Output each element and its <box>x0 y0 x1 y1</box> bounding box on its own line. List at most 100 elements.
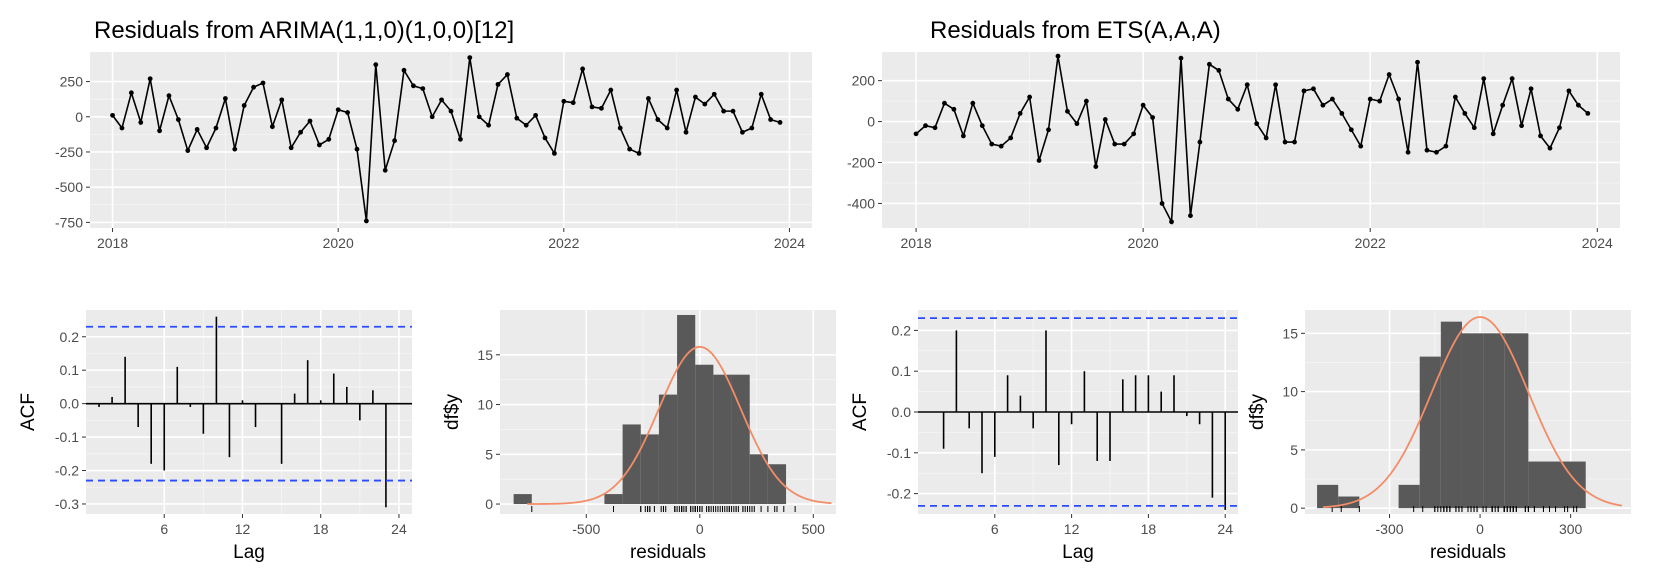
arima-ts-point <box>664 125 670 131</box>
arima-ts-point <box>514 115 520 121</box>
arima-ts-point <box>730 108 736 114</box>
ets-hist-x-tick-label: -300 <box>1376 521 1404 537</box>
ets-ts-point <box>1500 102 1506 108</box>
ets-acf-x-axis-label: Lag <box>1062 542 1094 563</box>
arima-ts-point <box>194 127 200 132</box>
arima-ts-point <box>288 145 294 151</box>
ets-acf-y-tick-label: -0.2 <box>887 486 911 502</box>
arima-ts-point <box>166 93 172 99</box>
ets-ts-point <box>1434 149 1439 155</box>
arima-ts-point <box>279 97 285 103</box>
ets-ts-x-tick-label: 2024 <box>1582 235 1613 251</box>
arima-ts-point <box>429 114 435 120</box>
ets-ts-point <box>1490 131 1496 137</box>
arima-hist-x-tick-label: -500 <box>572 521 600 537</box>
arima-ts-point <box>175 117 181 122</box>
arima-histogram-panel: -500 0 500 15 10 5 0 residuals df$y <box>442 310 836 563</box>
ets-hist-bin <box>1338 496 1360 509</box>
ets-ts-x-tick-label: 2022 <box>1355 235 1386 251</box>
arima-ts-y-tick-label: -250 <box>55 144 83 160</box>
ets-ts-point <box>998 143 1004 149</box>
arima-ts-point <box>758 91 764 97</box>
arima-ts-point <box>119 125 125 131</box>
ets-acf-y-tick-label: 0.0 <box>892 404 912 420</box>
ets-ts-point <box>1538 133 1543 139</box>
ets-ts-point <box>1065 108 1070 114</box>
ets-ts-point <box>1188 213 1193 219</box>
ets-ts-point <box>1519 123 1524 129</box>
ets-ts-point <box>1216 68 1222 73</box>
arima-hist-bin <box>604 494 623 505</box>
ets-ts-y-tick-label: 200 <box>852 73 876 89</box>
ets-ts-panel-background <box>882 52 1620 228</box>
arima-ts-point <box>401 67 407 73</box>
ets-hist-bin <box>1528 461 1550 509</box>
arima-ts-point <box>636 150 642 156</box>
arima-hist-density-curve <box>527 345 832 505</box>
ets-ts-series-line <box>915 55 1589 225</box>
ets-ts-point <box>1197 139 1203 145</box>
ets-ts-point <box>1481 76 1487 82</box>
ets-ts-x-tick-label: 2020 <box>1128 235 1159 251</box>
ets-acf-panel: 6 12 18 24 0.2 0.1 0.0 -0.1 -0.2 Lag ACF <box>850 310 1238 563</box>
arima-ts-point <box>316 142 322 148</box>
arima-ts-point <box>608 87 614 93</box>
ets-ts-point <box>942 100 947 106</box>
ets-ts-point <box>1443 143 1449 149</box>
arima-ts-y-tick-label: -500 <box>55 179 83 195</box>
ets-ts-y-tick-label: -200 <box>847 155 875 171</box>
ets-ts-point <box>1575 102 1581 108</box>
arima-ts-point <box>777 120 783 125</box>
ets-hist-x-tick-label: 300 <box>1559 521 1583 537</box>
ets-ts-point <box>1159 201 1165 206</box>
arima-ts-point <box>147 76 153 82</box>
ets-hist-density-curve <box>1323 316 1623 509</box>
ets-ts-point <box>932 125 938 131</box>
ets-ts-point <box>989 141 995 147</box>
ets-ts-point <box>1386 72 1392 77</box>
ets-ts-point <box>1358 143 1364 149</box>
arima-ts-point <box>467 55 473 61</box>
arima-acf-y-tick-label: -0.2 <box>55 463 79 479</box>
arima-ts-point <box>599 105 604 111</box>
arima-ts-point <box>128 90 134 96</box>
arima-ts-point <box>251 84 256 90</box>
arima-ts-point <box>354 146 360 152</box>
arima-ts-point <box>589 104 595 110</box>
arima-ts-series-line <box>111 57 781 222</box>
arima-hist-bin <box>658 394 678 505</box>
arima-ts-y-tick-label: 250 <box>60 74 84 90</box>
arima-hist-y-tick-label: 0 <box>485 496 493 512</box>
arima-ts-point <box>298 129 303 135</box>
arima-acf-x-tick-label: 24 <box>391 521 407 537</box>
arima-acf-panel: 6 12 18 24 0.2 0.1 0.0 -0.1 -0.2 -0.3 Lag ACF <box>18 310 412 563</box>
arima-ts-point <box>711 91 717 97</box>
arima-ts-point <box>204 145 209 151</box>
ets-hist-x-axis-label: residuals <box>1430 542 1506 563</box>
ets-acf-x-tick-label: 6 <box>991 521 999 537</box>
ets-acf-x-tick-label: 24 <box>1217 521 1233 537</box>
ets-hist-x-tick-label: 0 <box>1476 521 1484 537</box>
ets-acf-y-axis-label: ACF <box>850 393 871 431</box>
arima-acf-y-tick-label: 0.1 <box>60 362 80 378</box>
ets-time-series-panel: 2018 2020 2022 2024 200 0 -200 -400 <box>847 52 1620 251</box>
ets-ts-point <box>1282 139 1288 145</box>
arima-hist-y-tick-label: 10 <box>477 397 493 413</box>
arima-ts-point <box>505 72 510 77</box>
ets-ts-point <box>1263 135 1269 141</box>
ets-hist-y-tick-label: 0 <box>1290 500 1298 516</box>
ets-ts-point <box>1292 139 1297 145</box>
ets-ts-point <box>1405 149 1411 155</box>
arima-figure: Residuals from ARIMA(1,1,0)(1,0,0)[12] 2… <box>18 17 836 563</box>
ets-ts-point <box>979 123 985 129</box>
ets-ts-point <box>1547 145 1553 151</box>
ets-ts-point <box>1235 106 1241 112</box>
arima-ts-point <box>157 128 162 134</box>
arima-ts-point <box>523 122 529 128</box>
arima-ts-point <box>232 146 238 152</box>
arima-ts-point <box>420 86 426 92</box>
ets-ts-point <box>1339 110 1345 116</box>
ets-ts-point <box>1254 121 1260 127</box>
ets-ts-point <box>1036 158 1042 163</box>
arima-ts-point <box>627 146 633 152</box>
